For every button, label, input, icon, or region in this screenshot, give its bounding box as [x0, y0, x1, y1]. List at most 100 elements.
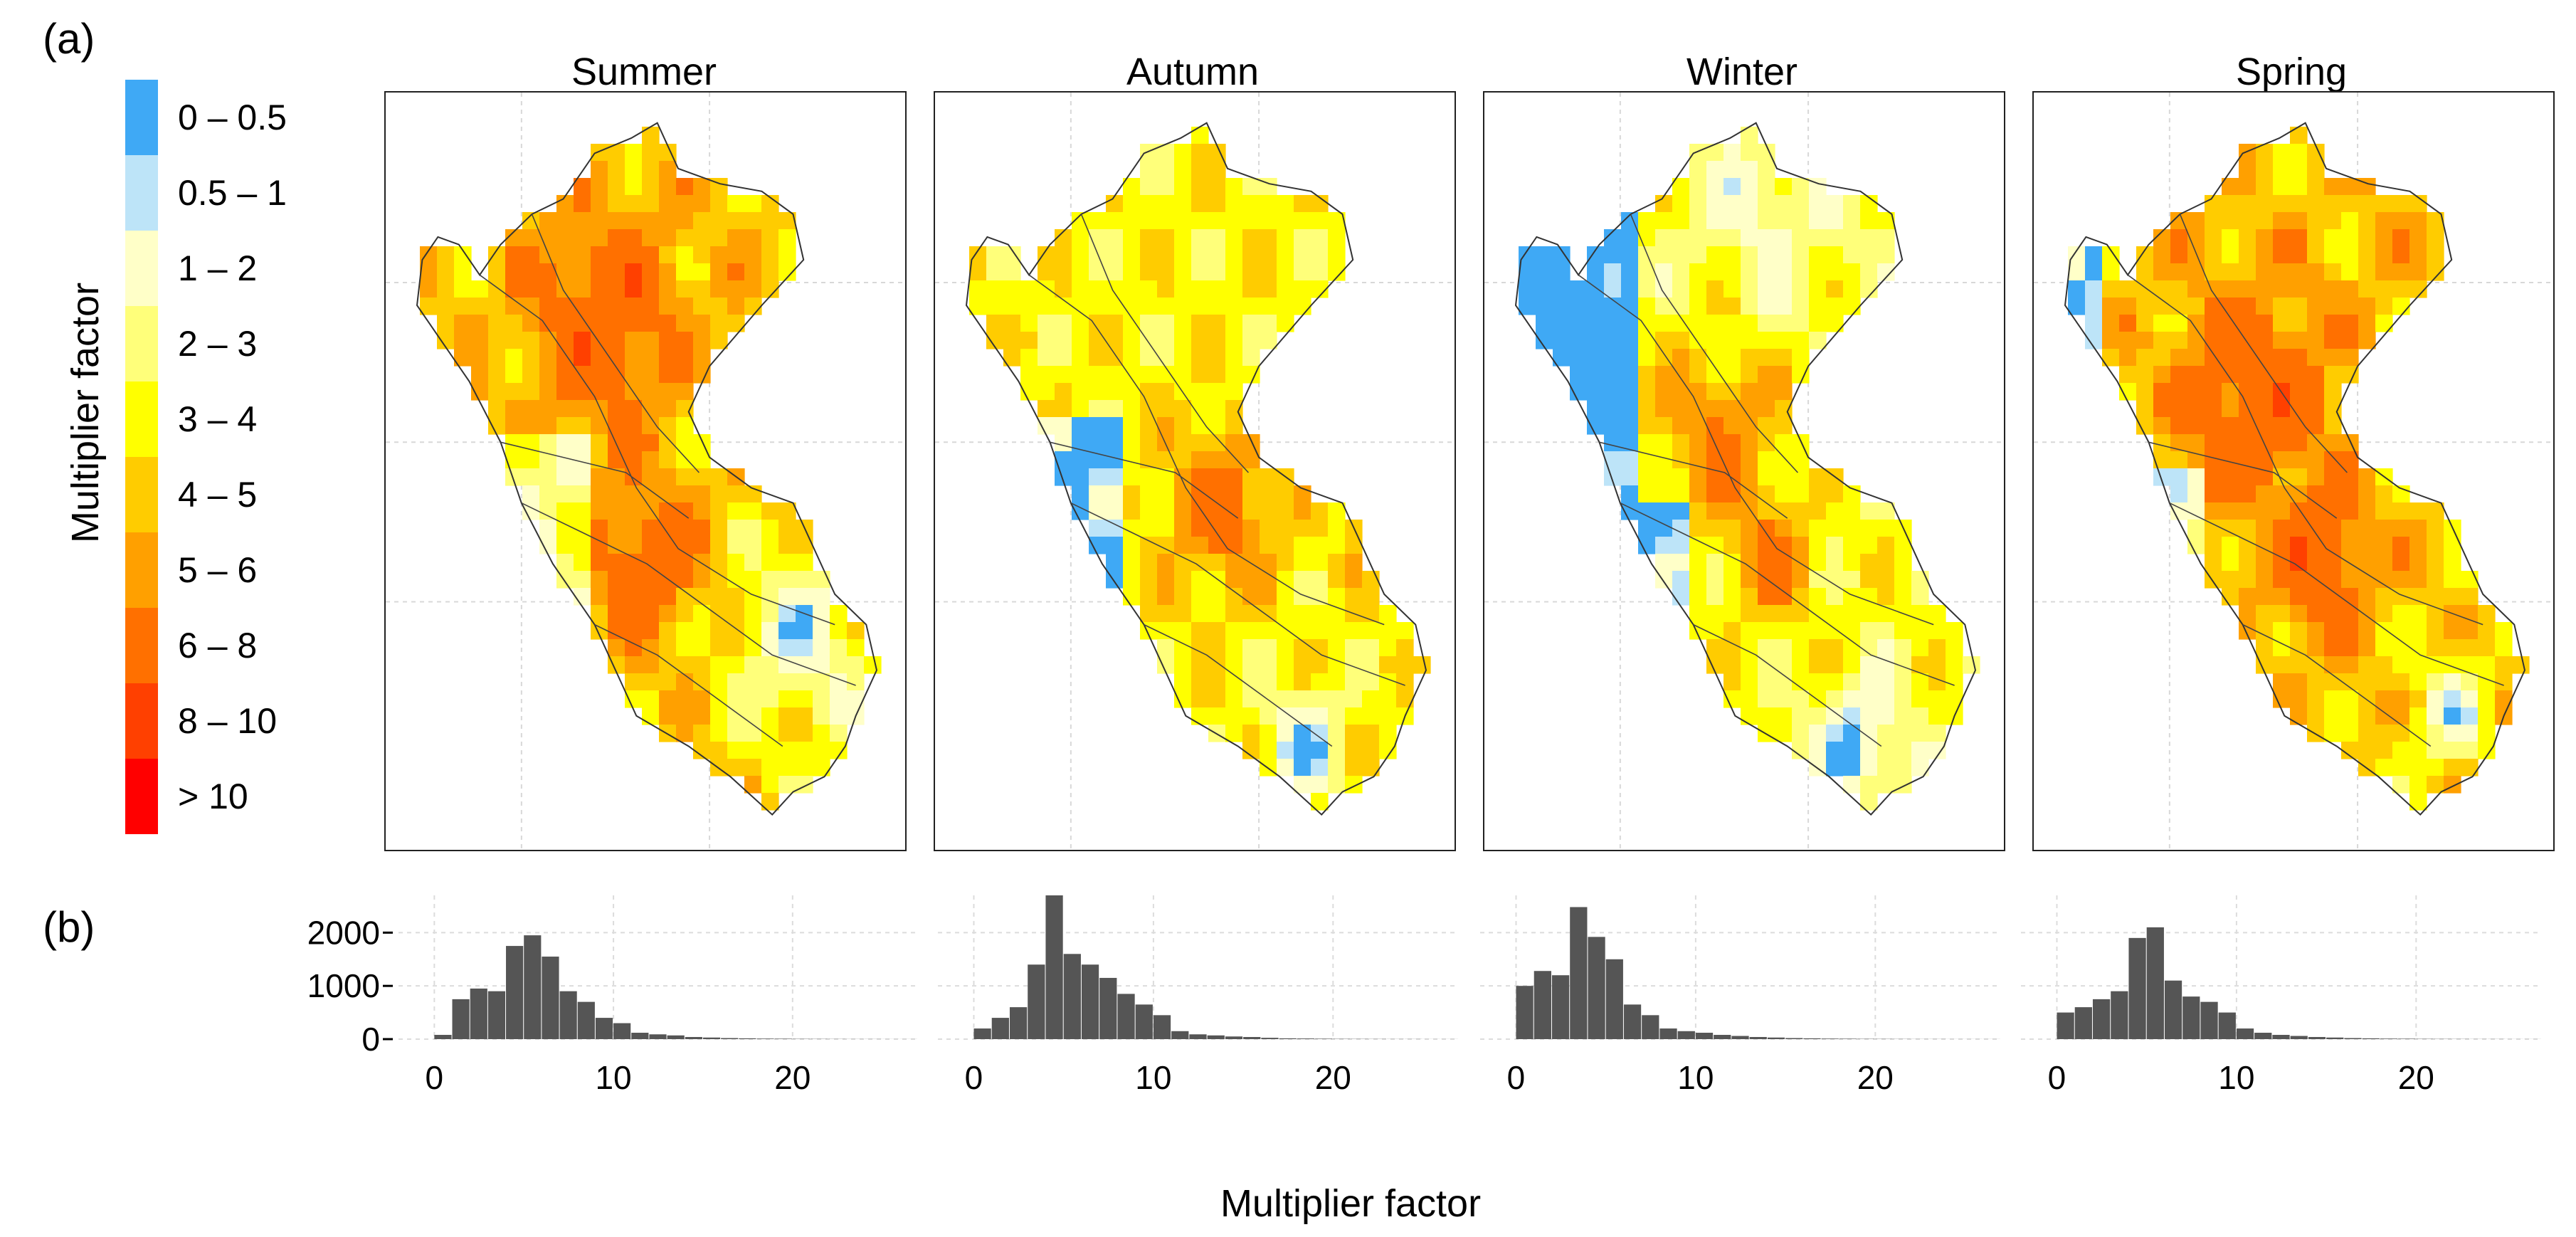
map-cell [1741, 178, 1758, 196]
map-cell [471, 280, 489, 298]
y-tick-label: 0 [361, 1021, 380, 1058]
map-cell [1604, 366, 1622, 384]
map-cell [574, 485, 591, 503]
map-cell [1706, 280, 1724, 298]
map-cell [1706, 349, 1724, 367]
map-cell [1140, 468, 1158, 486]
map-cell [1362, 622, 1380, 640]
map-cell [1638, 434, 1656, 452]
map-cell [1775, 707, 1793, 725]
map-cell [1894, 571, 1912, 589]
map-cell [1706, 451, 1724, 469]
map-cell [2170, 400, 2188, 418]
map-cell [1208, 707, 1226, 725]
map-cell [2290, 468, 2308, 486]
map-cell [1877, 622, 1895, 640]
map-cell [1826, 280, 1844, 298]
map-cell [1225, 451, 1243, 469]
map-cell [574, 502, 591, 520]
map-cell [1570, 349, 1588, 367]
map-panel-summer [384, 91, 907, 851]
map-cell [727, 588, 745, 606]
map-cell [642, 622, 660, 640]
map-cell [488, 417, 506, 435]
map-cell [1140, 622, 1158, 640]
map-cell [778, 537, 796, 554]
map-cell [1775, 417, 1793, 435]
map-cell [1294, 280, 1311, 298]
map-cell [1792, 571, 1810, 589]
map-cell [1277, 742, 1294, 759]
map-cell [1894, 639, 1912, 657]
map-cell [1225, 417, 1243, 435]
map-cell [1843, 656, 1861, 674]
map-cell [1191, 451, 1209, 469]
map-cell [1706, 212, 1724, 230]
map-cell [1894, 742, 1912, 759]
map-cell [1826, 298, 1844, 315]
map-cell [1655, 417, 1673, 435]
map-cell [1174, 298, 1192, 315]
map-cell [1294, 673, 1311, 691]
map-cell [2375, 520, 2393, 537]
map-cell [1792, 673, 1810, 691]
map-cell [659, 554, 677, 572]
map-cell [761, 212, 779, 230]
map-cell [1809, 673, 1827, 691]
map-cell [625, 229, 643, 247]
map-cell [1741, 673, 1758, 691]
map-cell [625, 246, 643, 264]
legend-label: > 10 [178, 777, 248, 816]
map-cell [2427, 502, 2444, 520]
map-cell [1809, 502, 1827, 520]
season-title-autumn: Autumn [1126, 51, 1260, 93]
map-cell [1553, 298, 1571, 315]
map-cell [1106, 383, 1124, 401]
map-cell [1260, 263, 1277, 281]
map-cell [2273, 229, 2291, 247]
map-cell [2239, 571, 2256, 589]
map-cell [1724, 588, 1741, 606]
map-cell [1242, 571, 1260, 589]
map-cell [642, 349, 660, 367]
map-cell [1260, 742, 1277, 759]
map-cell [744, 229, 762, 247]
map-cell [591, 554, 608, 572]
map-cell [1089, 434, 1107, 452]
map-cell [1123, 485, 1141, 503]
map-cell [1706, 485, 1724, 503]
map-cell [2187, 246, 2205, 264]
x-tick-label: 0 [1507, 1059, 1526, 1096]
map-cell [2136, 366, 2154, 384]
map-cell [2273, 656, 2291, 674]
map-cell [1809, 212, 1827, 230]
map-cell [2324, 246, 2342, 264]
map-cell [1689, 280, 1707, 298]
map-cell [1157, 246, 1175, 264]
map-cell [2307, 537, 2325, 554]
map-cell [1277, 195, 1294, 213]
map-cell [1106, 520, 1124, 537]
map-cell [642, 195, 660, 213]
map-cell [2205, 485, 2222, 503]
map-cell [608, 349, 625, 367]
map-cell [2187, 502, 2205, 520]
map-cell [1260, 298, 1277, 315]
map-cell [1826, 315, 1844, 332]
map-cell [778, 502, 796, 520]
map-cell [539, 212, 557, 230]
map-cell [1877, 690, 1895, 708]
map-cell [2102, 280, 2120, 298]
map-cell [454, 280, 472, 298]
map-cell [2409, 554, 2427, 572]
map-cell [693, 639, 711, 657]
map-cell [1208, 554, 1226, 572]
map-cell [2409, 520, 2427, 537]
map-cell [522, 246, 540, 264]
map-cell [1191, 263, 1209, 281]
map-cell [574, 229, 591, 247]
map-cell [710, 229, 728, 247]
map-cell [1055, 246, 1072, 264]
map-cell [676, 622, 694, 640]
map-cell [1157, 315, 1175, 332]
